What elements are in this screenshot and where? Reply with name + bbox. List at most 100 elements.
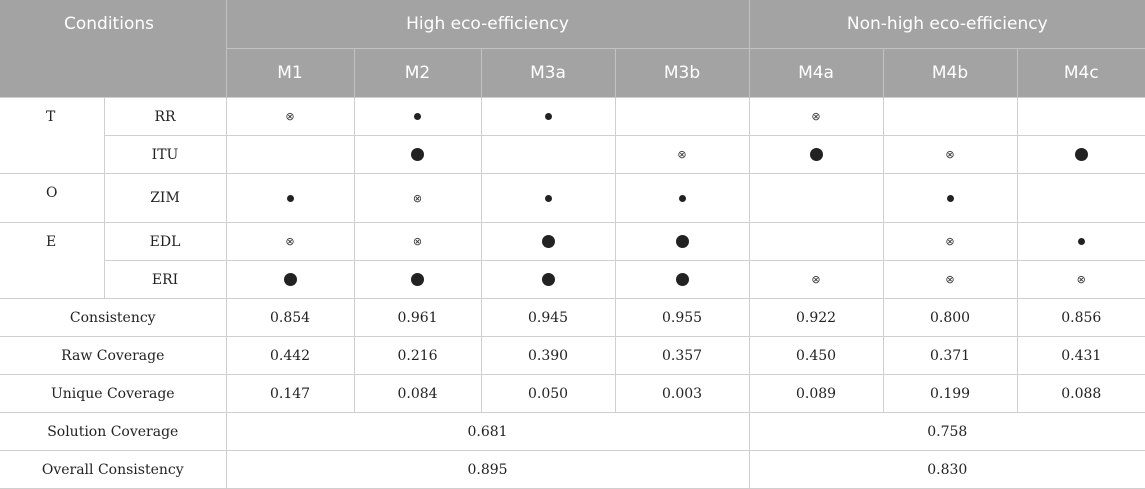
cell-marker — [748, 222, 884, 261]
cell-marker: ⊗ — [748, 97, 884, 136]
metric-value: 0.856 — [1016, 298, 1145, 337]
cell-marker — [225, 135, 355, 174]
header-model-m4a: M4a — [748, 48, 884, 98]
metric-value: 0.371 — [882, 336, 1018, 375]
condition-row-eri: ERI ⊗ ⊗ ⊗ — [0, 260, 1145, 299]
cell-marker — [480, 97, 616, 136]
cell-marker — [614, 173, 750, 223]
cell-marker — [225, 173, 355, 223]
circled-times-icon: ⊗ — [811, 273, 821, 286]
summary-value-high: 0.681 — [225, 412, 750, 451]
circled-times-icon: ⊗ — [412, 235, 423, 248]
small-dot-icon — [678, 194, 686, 202]
circled-times-icon: ⊗ — [945, 235, 955, 248]
metric-value: 0.390 — [480, 336, 616, 375]
cell-marker — [480, 173, 616, 223]
metric-value: 0.442 — [225, 336, 355, 375]
cell-marker — [614, 97, 750, 136]
header-model-m3a: M3a — [480, 48, 616, 98]
metric-value: 0.199 — [882, 374, 1018, 413]
header-model-m4b: M4b — [882, 48, 1018, 98]
metric-value: 0.431 — [1016, 336, 1145, 375]
metric-row-consistency: Consistency 0.854 0.961 0.945 0.955 0.92… — [0, 298, 1145, 337]
cell-marker — [353, 97, 482, 136]
small-dot-icon — [544, 194, 552, 202]
header-model-m4c: M4c — [1016, 48, 1145, 98]
metric-value: 0.955 — [614, 298, 750, 337]
cell-marker — [353, 135, 482, 174]
group-label-e: E — [0, 222, 105, 299]
cell-marker: ⊗ — [1016, 260, 1145, 299]
cell-marker — [480, 222, 616, 261]
cell-marker — [1016, 222, 1145, 261]
group-label-o: O — [0, 173, 105, 223]
condition-row-edl: E EDL ⊗ ⊗ ⊗ — [0, 222, 1145, 299]
condition-row-itu: ITU ⊗ ⊗ — [0, 135, 1145, 174]
summary-label: Solution Coverage — [0, 412, 227, 451]
condition-name: ERI — [103, 260, 227, 299]
cell-marker — [882, 97, 1018, 136]
metric-row-unique-coverage: Unique Coverage 0.147 0.084 0.050 0.003 … — [0, 374, 1145, 413]
metric-value: 0.084 — [353, 374, 482, 413]
large-dot-icon — [411, 273, 425, 286]
cell-marker: ⊗ — [882, 135, 1018, 174]
circled-times-icon: ⊗ — [945, 148, 955, 161]
condition-name: ITU — [103, 135, 227, 174]
circled-times-icon: ⊗ — [677, 148, 687, 161]
cell-marker — [1016, 135, 1145, 174]
small-dot-icon — [544, 113, 552, 120]
summary-label: Overall Consistency — [0, 450, 227, 489]
large-dot-icon — [675, 273, 689, 286]
metric-value: 0.357 — [614, 336, 750, 375]
cell-marker — [480, 135, 616, 174]
metric-value: 0.050 — [480, 374, 616, 413]
small-dot-icon — [1077, 238, 1085, 245]
summary-value-high: 0.895 — [225, 450, 750, 489]
circled-times-icon: ⊗ — [811, 110, 821, 123]
header-conditions: Conditions — [0, 0, 227, 49]
cell-marker — [353, 260, 482, 299]
circled-times-icon: ⊗ — [285, 235, 295, 248]
cell-marker: ⊗ — [882, 222, 1018, 261]
summary-row-solution-coverage: Solution Coverage 0.681 0.758 — [0, 412, 1145, 451]
condition-name: ZIM — [103, 173, 227, 223]
metric-value: 0.450 — [748, 336, 884, 375]
summary-value-non-high: 0.758 — [748, 412, 1145, 451]
header-model-m3b: M3b — [614, 48, 750, 98]
metric-label: Unique Coverage — [0, 374, 227, 413]
cell-marker — [614, 260, 750, 299]
metric-value: 0.854 — [225, 298, 355, 337]
header-blank — [0, 48, 227, 98]
small-dot-icon — [286, 194, 294, 202]
large-dot-icon — [675, 235, 689, 248]
header-non-high-eco-efficiency: Non-high eco-efficiency — [748, 0, 1145, 49]
cell-marker — [480, 260, 616, 299]
condition-name: RR — [103, 97, 227, 136]
cell-marker — [882, 173, 1018, 223]
metric-value: 0.147 — [225, 374, 355, 413]
metric-label: Raw Coverage — [0, 336, 227, 375]
circled-times-icon: ⊗ — [945, 273, 955, 286]
circled-times-icon: ⊗ — [1076, 273, 1086, 286]
summary-value-non-high: 0.830 — [748, 450, 1145, 489]
header-model-m1: M1 — [225, 48, 355, 98]
small-dot-icon — [414, 113, 422, 120]
circled-times-icon: ⊗ — [412, 191, 423, 205]
cell-marker: ⊗ — [225, 97, 355, 136]
condition-row-zim: O ZIM ⊗ — [0, 173, 1145, 223]
cell-marker: ⊗ — [748, 260, 884, 299]
metric-value: 0.003 — [614, 374, 750, 413]
metric-value: 0.089 — [748, 374, 884, 413]
circled-times-icon: ⊗ — [285, 110, 295, 123]
header-model-m2: M2 — [353, 48, 482, 98]
header-high-eco-efficiency: High eco-efficiency — [225, 0, 750, 49]
condition-name: EDL — [103, 222, 227, 261]
cell-marker: ⊗ — [882, 260, 1018, 299]
summary-row-overall-consistency: Overall Consistency 0.895 0.830 — [0, 450, 1145, 489]
cell-marker — [748, 135, 884, 174]
cell-marker: ⊗ — [614, 135, 750, 174]
small-dot-icon — [946, 194, 954, 202]
cell-marker: ⊗ — [353, 222, 482, 261]
metric-value: 0.216 — [353, 336, 482, 375]
